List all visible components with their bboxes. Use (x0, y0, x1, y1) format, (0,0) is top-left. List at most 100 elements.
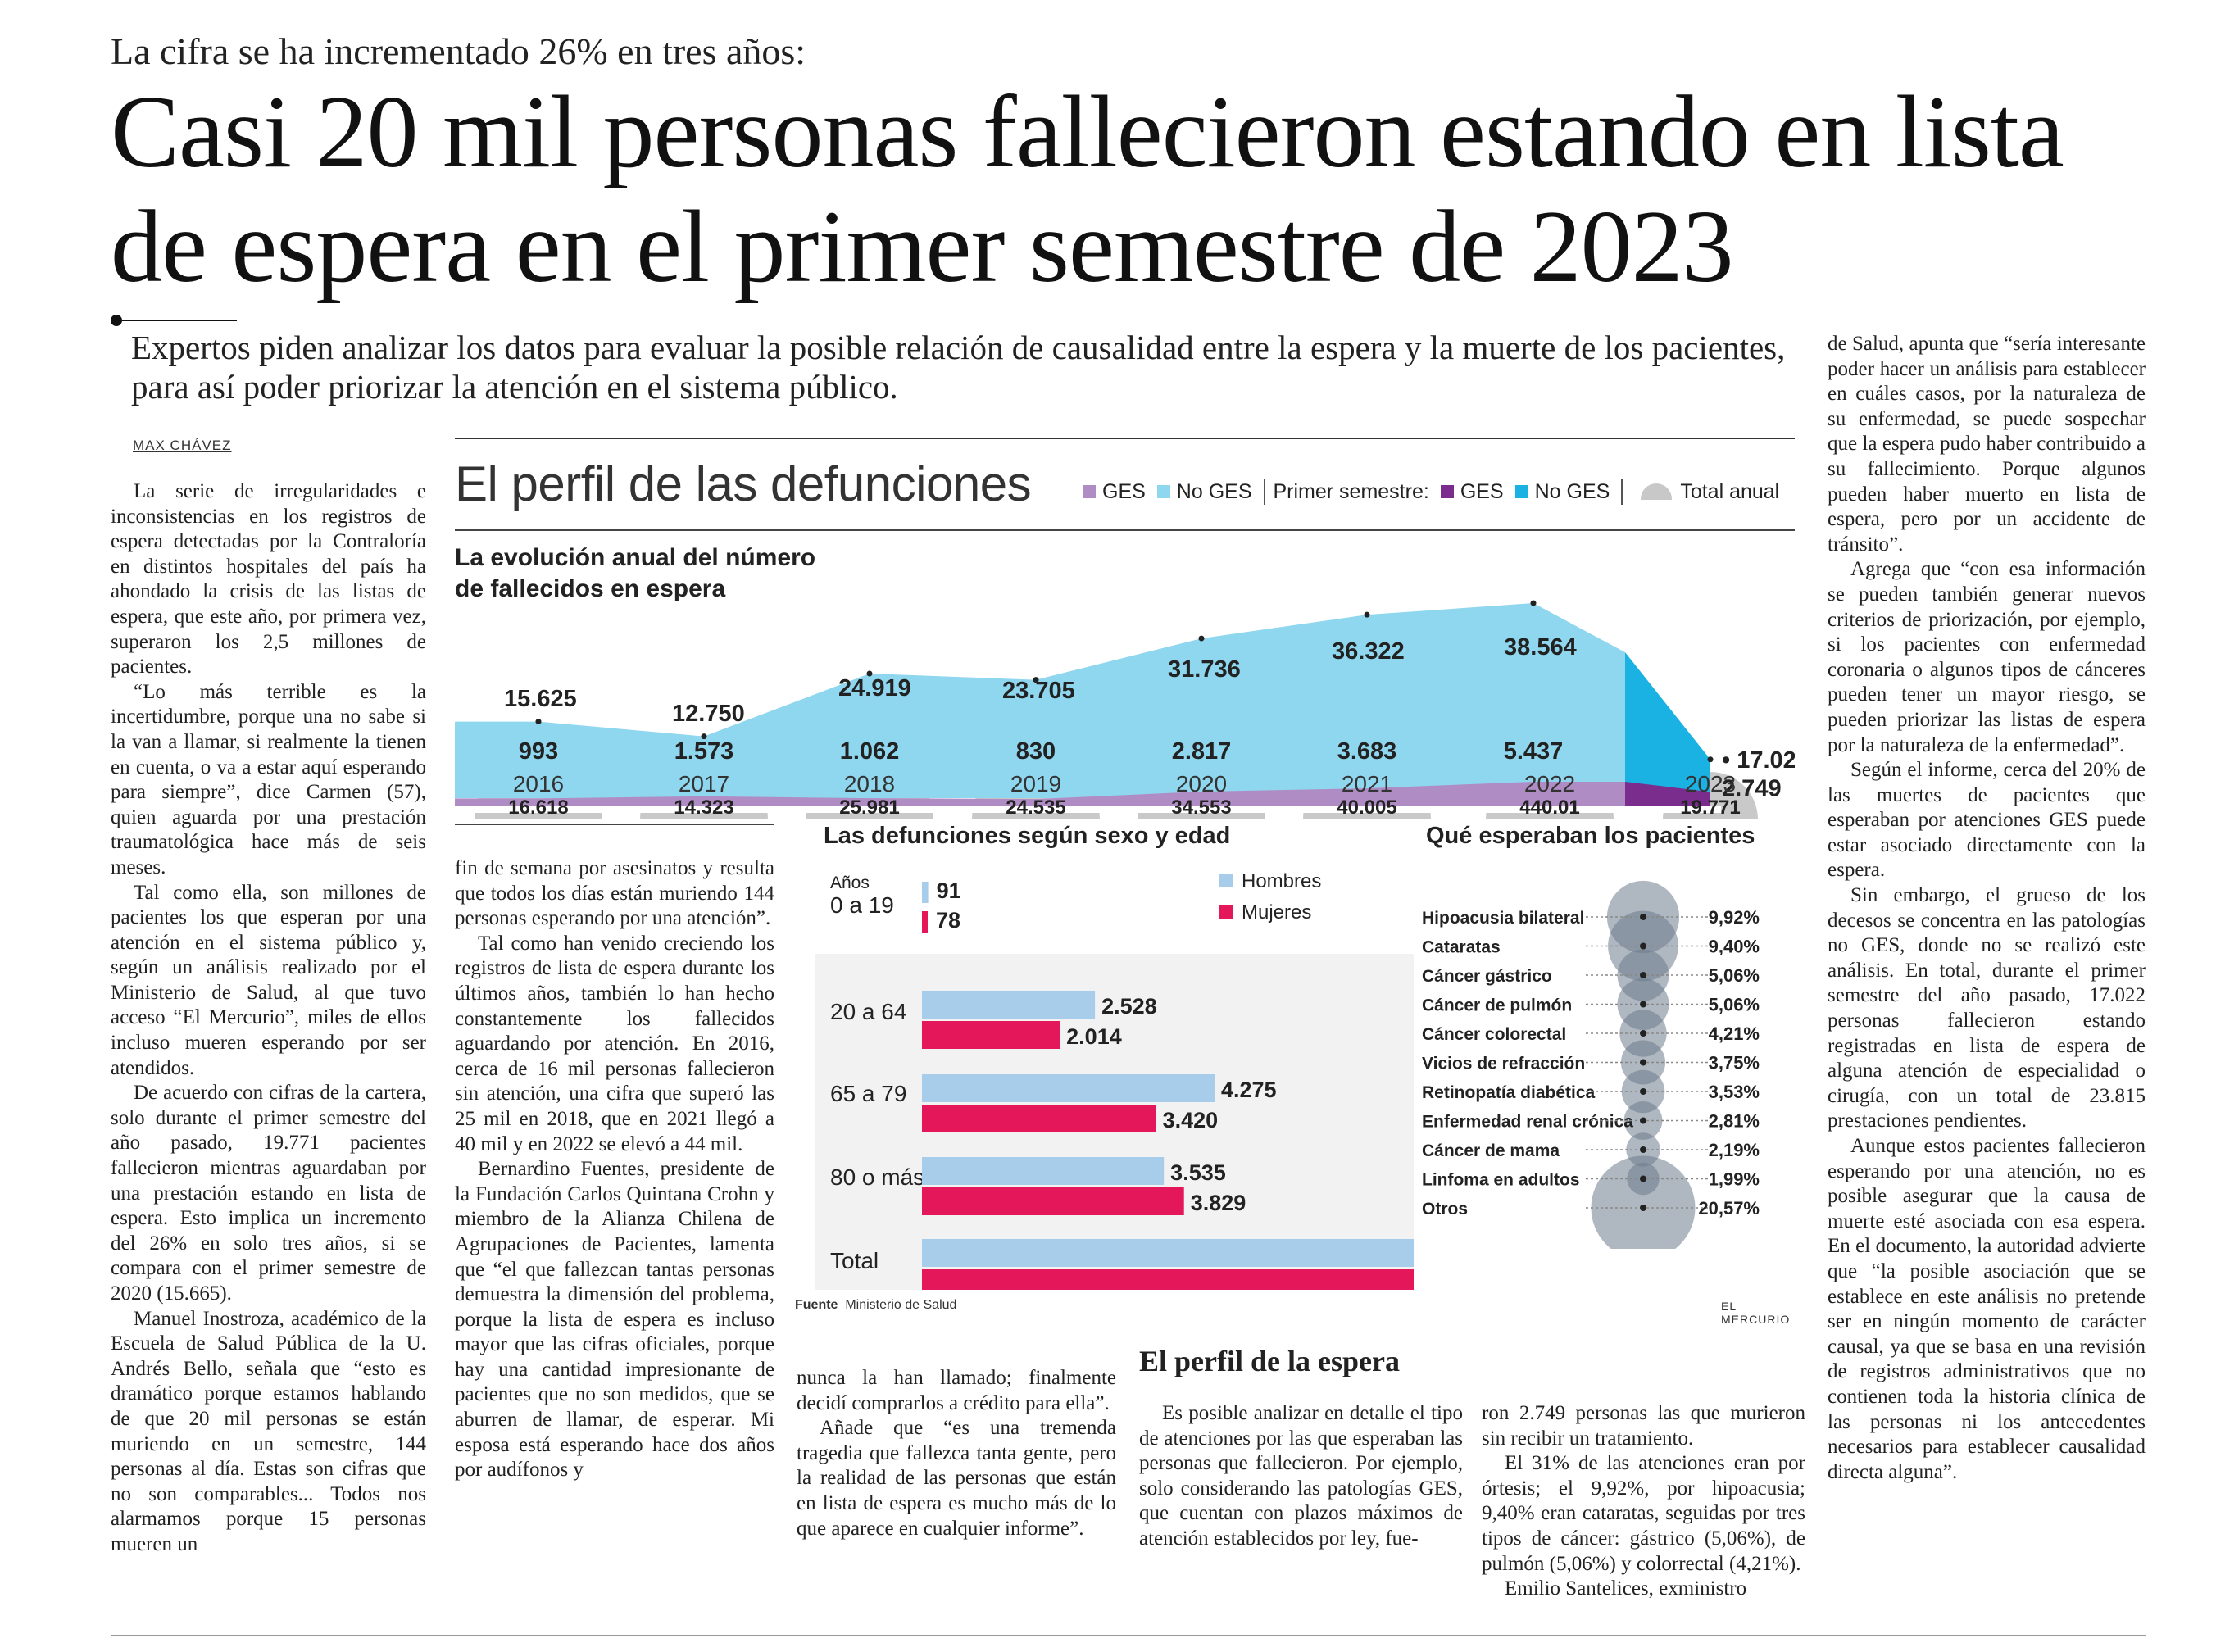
legend-swatch-ps-ges (1440, 485, 1454, 498)
no-ges-point (535, 719, 542, 725)
bubble-center (1640, 1205, 1646, 1211)
bottom-rule (111, 1635, 2146, 1636)
source: Fuente Ministerio de Salud (795, 1298, 956, 1313)
paragraph: Aunque estos pacientes fallecieron esper… (1828, 1135, 2146, 1483)
category-label: Enfermedad renal crónica (1422, 1113, 1633, 1132)
mujeres-value-label: 3.829 (1191, 1191, 1246, 1215)
hombres-value-label: 3.535 (1170, 1160, 1226, 1185)
mujeres-value-label: 2.014 (1066, 1024, 1122, 1049)
year-label: 2016 (513, 771, 564, 796)
ges-value-label: 5.437 (1504, 738, 1564, 765)
column-2: fin de semana por asesinatos y resulta q… (455, 856, 774, 1483)
category-label: Cáncer gástrico (1422, 967, 1552, 986)
bubble-center (1640, 1001, 1646, 1008)
no-ges-value-label: 31.736 (1168, 656, 1241, 683)
year-label: 2018 (844, 771, 895, 796)
no-ges-point (1530, 600, 1537, 606)
byline: MAX CHÁVEZ (133, 438, 232, 453)
evolution-chart: 15.625 12.750 24.919 23.705 31.736 36.322 38.5… (455, 600, 1795, 819)
paragraph: De acuerdo con cifras de la cartera, sol… (111, 1082, 426, 1305)
column-rule (455, 824, 774, 825)
rule-line (122, 320, 237, 321)
legend-mujeres: Mujeres (1242, 901, 1311, 924)
mujeres-bar (922, 1269, 1414, 1290)
graphic-title: El perfil de las defunciones (455, 456, 1032, 511)
paragraph: El 31% de las atenciones eran por órtesi… (1482, 1452, 1805, 1575)
legend-hombres-swatch (1219, 874, 1233, 887)
legend-separator-2 (1621, 479, 1623, 505)
graphic-separator (455, 529, 1795, 531)
age-group-label: Total (830, 1248, 879, 1273)
column-1: La serie de irregularidades e inconsiste… (111, 479, 426, 1558)
baseline-band (455, 806, 1721, 813)
column-6: de Salud, apunta que “sería interesante … (1828, 332, 2146, 1485)
hombres-bar (922, 991, 1096, 1019)
age-group-label: 0 a 19 (830, 892, 894, 918)
bubble-center (1640, 1030, 1646, 1037)
ges-value-label: 2.817 (1172, 738, 1232, 765)
year-label: 2019 (1010, 771, 1061, 796)
legend-ps-ges: GES (1460, 479, 1504, 503)
mujeres-bar (922, 911, 928, 933)
legend-no-ges: No GES (1176, 479, 1252, 503)
paragraph: “Lo más terrible es la incertidumbre, po… (111, 680, 426, 878)
category-label: Linfoma en adultos (1422, 1171, 1580, 1190)
ges-value-label: 830 (1016, 738, 1056, 765)
legend-mujeres-swatch (1219, 905, 1233, 919)
bubble-center (1640, 1146, 1646, 1153)
total-label: 440.01 (1519, 796, 1579, 819)
age-group-label: 20 a 64 (830, 999, 906, 1024)
category-label: Vicios de refracción (1422, 1055, 1585, 1073)
total-label: 14.323 (674, 796, 733, 819)
deck: Expertos piden analizar los datos para e… (131, 329, 1786, 406)
legend-swatch-no-ges (1156, 485, 1170, 498)
legend-separator (1263, 479, 1265, 505)
ges-value-label: 1.062 (840, 738, 900, 765)
percent-label: 5,06% (1709, 995, 1760, 1015)
year-label: 2017 (679, 771, 729, 796)
percent-label: 3,53% (1709, 1082, 1760, 1102)
no-ges-point (866, 670, 873, 677)
paragraph: ron 2.749 personas las que murieron sin … (1482, 1402, 1805, 1450)
total-label: 16.618 (508, 796, 568, 819)
category-label: Cáncer de mama (1422, 1141, 1560, 1160)
hombres-bar (922, 1239, 1414, 1267)
ps-no-ges-area (1625, 652, 1710, 798)
no-ges-value-label: • 17.022 (1722, 747, 1795, 774)
bubble-center (1640, 914, 1646, 920)
bubble-center (1640, 1175, 1646, 1182)
hombres-bar (922, 882, 929, 903)
ges-value-label: 3.683 (1337, 738, 1397, 765)
legend: GES No GES Primer semestre: GES No GES T… (1071, 479, 1779, 505)
no-ges-value-label: 38.564 (1504, 634, 1577, 660)
ps-ges-area (1625, 781, 1710, 806)
bubble-center (1640, 1088, 1646, 1095)
percent-label: 9,40% (1709, 937, 1760, 957)
percent-label: 2,81% (1709, 1111, 1760, 1132)
age-group-label: 65 a 79 (830, 1081, 906, 1106)
paragraph: Manuel Inostroza, académico de la Escuel… (111, 1307, 426, 1555)
no-ges-point (1707, 756, 1714, 763)
no-ges-area (455, 603, 1625, 798)
paragraph: Añade que “es una tremenda tragedia que … (797, 1417, 1116, 1540)
chart-background-top (815, 856, 1414, 954)
legend-ges: GES (1102, 479, 1146, 503)
bubble-center (1640, 972, 1646, 978)
no-ges-value-label: 24.919 (838, 675, 911, 701)
ges-area (455, 781, 1625, 806)
hombres-value-label: 91 (937, 878, 961, 903)
legend-swatch-ps-no-ges (1514, 485, 1528, 498)
no-ges-value-label: 12.750 (672, 701, 745, 727)
source-label: Fuente (795, 1298, 838, 1312)
hombres-value-label: 4.275 (1221, 1078, 1277, 1102)
paragraph: Según el informe, cerca del 20% de las m… (1828, 759, 2146, 882)
column-3: nunca la han llamado; finalmente decidí … (797, 1366, 1116, 1541)
hombres-value-label: 2.528 (1101, 994, 1157, 1019)
paragraph: Es posible analizar en detalle el tipo d… (1139, 1402, 1463, 1550)
category-label: Cáncer colorectal (1422, 1025, 1566, 1044)
mujeres-value-label: 78 (936, 908, 960, 933)
kicker: La cifra se ha incrementado 26% en tres … (111, 30, 806, 72)
legend-ps-no-ges: No GES (1534, 479, 1610, 503)
paragraph: La serie de irregularidades e inconsiste… (111, 480, 426, 678)
no-ges-point (1033, 677, 1039, 683)
